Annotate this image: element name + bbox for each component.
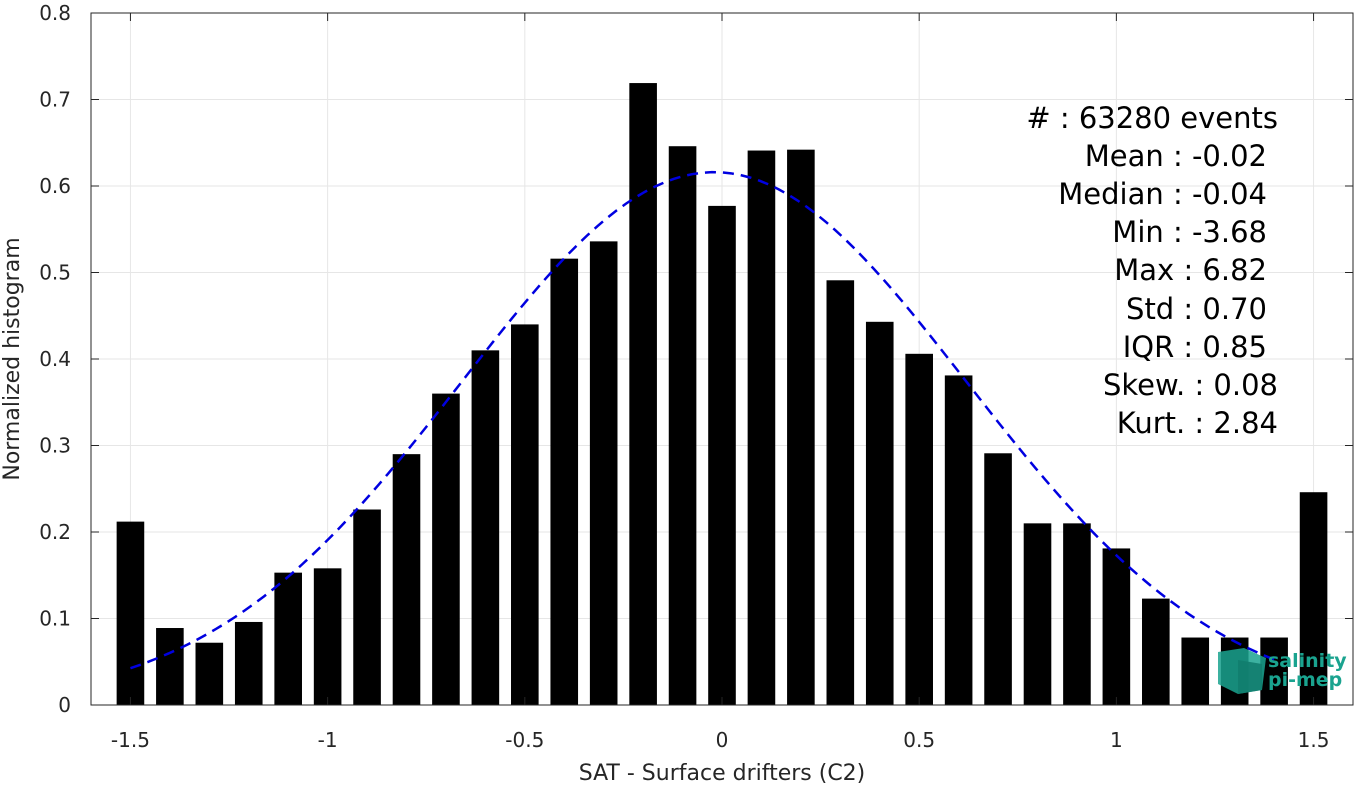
histogram-bar [1142, 598, 1170, 705]
y-tick-label: 0.3 [39, 434, 71, 458]
histogram-bar [353, 509, 381, 705]
y-tick-label: 0.4 [39, 347, 71, 371]
y-tick-label: 0.7 [39, 88, 71, 112]
histogram-bar [116, 521, 145, 705]
stats-min: Min : -3.68 [1112, 215, 1267, 249]
y-tick-label: 0.5 [39, 261, 71, 285]
histogram-bar [589, 241, 618, 706]
histogram-bar [195, 642, 224, 705]
histogram-bar [708, 205, 736, 705]
histogram-bar [865, 321, 894, 705]
histogram-bar [550, 258, 579, 705]
histogram-bar [984, 453, 1012, 705]
histogram-bar [274, 572, 302, 705]
histogram-bar [432, 393, 460, 705]
x-tick-label: -1 [318, 728, 338, 752]
y-tick-label: 0.8 [39, 1, 71, 25]
x-tick-label: -1.5 [111, 728, 150, 752]
histogram-bar [826, 280, 855, 705]
x-tick-label: 0 [716, 728, 729, 752]
stats-skew: Skew. : 0.08 [1103, 368, 1278, 402]
axis-ticks [91, 12, 1353, 706]
histogram-bar [944, 375, 973, 705]
histogram-bars [116, 83, 1328, 706]
x-tick-label: 0.5 [903, 728, 935, 752]
salinity-pimep-logo: salinity pi-mep [1218, 648, 1347, 694]
logo-text-pimep: pi-mep [1268, 669, 1342, 691]
histogram-bar [313, 568, 342, 705]
histogram-bar [392, 454, 421, 705]
histogram-bar [1181, 637, 1210, 705]
y-tick-label: 0.2 [39, 520, 71, 544]
x-tick-label: -0.5 [505, 728, 544, 752]
stats-std: Std : 0.70 [1126, 292, 1267, 326]
y-tick-label: 0.6 [39, 174, 71, 198]
histogram-bar [471, 350, 500, 705]
stats-kurt: Kurt. : 2.84 [1117, 406, 1278, 440]
stats-median: Median : -0.04 [1058, 177, 1267, 211]
y-tick-labels: 0 0.1 0.2 0.3 0.4 0.5 0.6 0.7 0.8 [39, 1, 71, 717]
stats-box: # : 63280 events Mean : -0.02 Median : -… [1026, 101, 1278, 440]
histogram-bar [747, 150, 776, 705]
histogram-bar [629, 83, 657, 705]
histogram-bar [1260, 637, 1288, 705]
x-axis-label: SAT - Surface drifters (C2) [579, 761, 866, 785]
histogram-bar [1023, 523, 1052, 705]
stats-mean: Mean : -0.02 [1085, 139, 1267, 173]
stats-events: # : 63280 events [1026, 101, 1278, 135]
histogram-bar [787, 149, 815, 706]
x-tick-label: 1 [1110, 728, 1123, 752]
histogram-bar [1063, 523, 1091, 705]
histogram-bar [511, 324, 539, 705]
x-tick-labels: -1.5 -1 -0.5 0 0.5 1 1.5 [111, 728, 1330, 752]
normal-fit-curve [130, 170, 1275, 670]
y-tick-label: 0.1 [39, 607, 71, 631]
histogram-bar [905, 353, 933, 705]
histogram-bar [668, 146, 697, 705]
y-tick-label: 0 [58, 693, 71, 717]
histogram-bar [234, 621, 263, 705]
histogram-bar [1299, 492, 1328, 705]
x-tick-label: 1.5 [1298, 728, 1330, 752]
histogram-bar [156, 628, 184, 705]
histogram-bar [1102, 548, 1131, 705]
y-axis-label: Normalized histogram [0, 237, 25, 480]
stats-max: Max : 6.82 [1114, 253, 1267, 287]
stats-iqr: IQR : 0.85 [1123, 330, 1267, 364]
logo-text-salinity: salinity [1268, 650, 1347, 672]
